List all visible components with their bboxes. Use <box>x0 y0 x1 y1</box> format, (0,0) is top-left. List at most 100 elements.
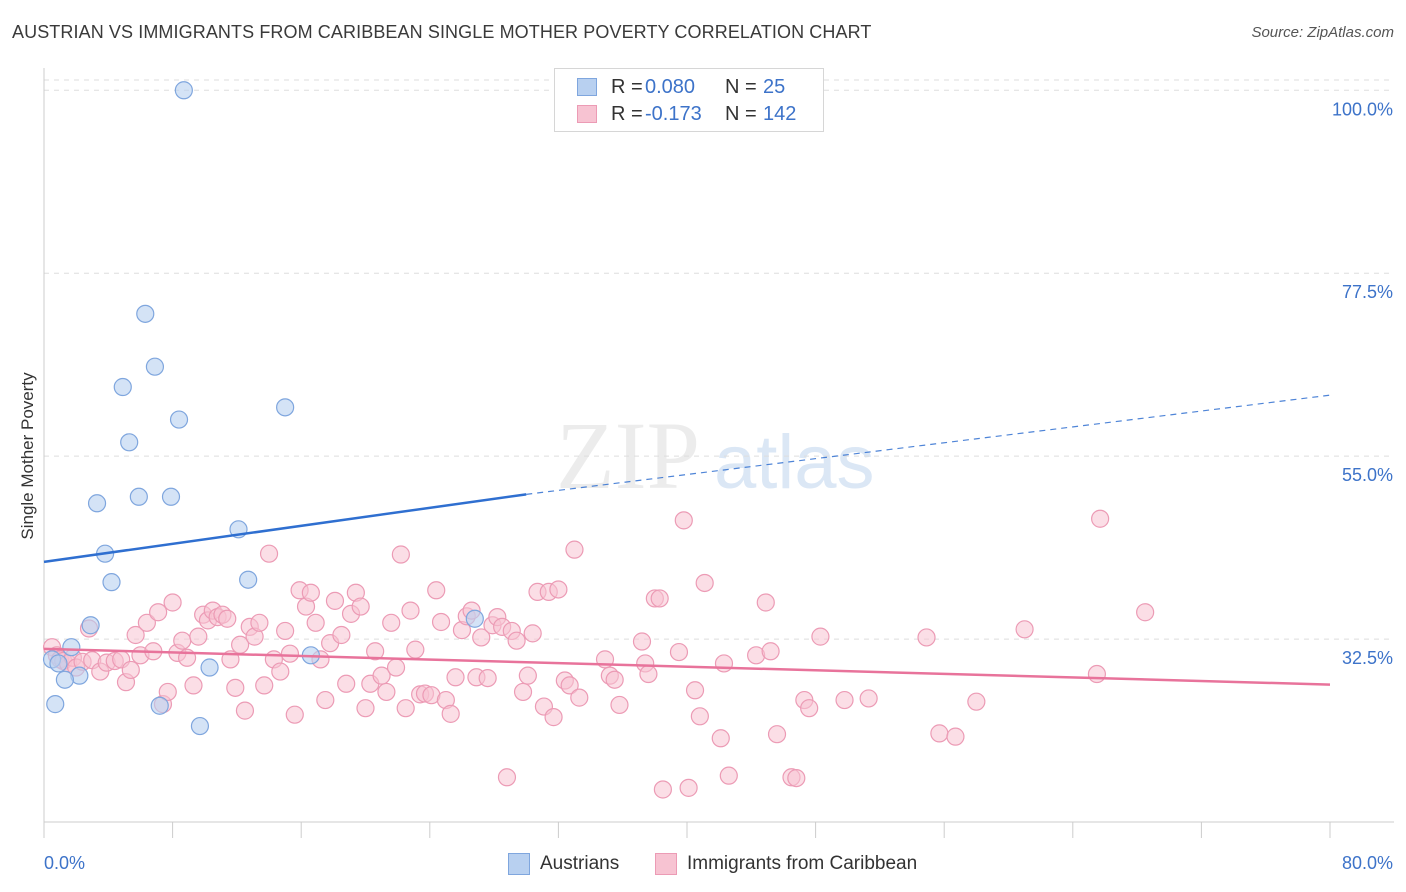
caribbean-point <box>523 624 542 643</box>
austrian-point <box>150 696 169 715</box>
austrian-point <box>239 570 258 589</box>
caribbean-point <box>1091 509 1110 528</box>
caribbean-point <box>406 640 425 659</box>
caribbean-point <box>507 631 526 650</box>
caribbean-point <box>610 695 629 715</box>
caribbean-point <box>478 668 497 688</box>
caribbean-point <box>719 766 738 785</box>
legend-n-label: N = <box>725 75 757 98</box>
caribbean-point <box>285 705 304 724</box>
austrian-point <box>190 716 210 736</box>
caribbean-point <box>259 544 279 563</box>
caribbean-point <box>173 631 192 650</box>
austrian-point <box>120 433 139 452</box>
y-axis-label: Single Mother Poverty <box>18 372 37 540</box>
caribbean-point <box>149 603 168 622</box>
caribbean-points <box>42 509 1155 799</box>
caribbean-point <box>518 666 537 685</box>
caribbean-point <box>472 628 491 647</box>
caribbean-point <box>126 625 145 645</box>
legend-swatch-austrians <box>577 78 597 96</box>
caribbean-point <box>226 678 245 697</box>
caribbean-point <box>446 668 465 687</box>
austrian-point <box>276 398 295 417</box>
caribbean-point <box>679 778 698 797</box>
caribbean-point <box>396 699 415 718</box>
caribbean-point <box>431 612 451 632</box>
legend-n-value: 25 <box>763 75 786 98</box>
caribbean-point <box>386 658 406 677</box>
caribbean-point <box>570 688 589 707</box>
caribbean-point <box>441 704 460 723</box>
caribbean-point <box>565 540 584 559</box>
caribbean-point <box>632 632 652 651</box>
watermark-atlas: atlas <box>714 420 875 505</box>
austrian-point <box>49 654 68 673</box>
caribbean-point <box>605 670 624 689</box>
caribbean-point <box>946 727 965 746</box>
caribbean-point <box>255 676 274 695</box>
caribbean-point <box>391 545 410 564</box>
watermark-zip: ZIP <box>556 402 700 509</box>
caribbean-point <box>544 708 563 727</box>
caribbean-point <box>513 682 533 702</box>
y-tick-label: 77.5% <box>1342 282 1393 302</box>
austrian-point <box>174 81 193 100</box>
caribbean-point <box>184 676 203 695</box>
caribbean-point <box>714 654 734 673</box>
caribbean-point <box>137 613 156 632</box>
austrian-point <box>113 377 132 397</box>
austrian-point <box>200 658 219 677</box>
caribbean-point <box>685 681 705 700</box>
axes <box>43 68 1394 823</box>
austrian-point <box>136 304 155 323</box>
caribbean-point <box>372 666 391 685</box>
legend-row-austrians: R = 0.080 N = 25 <box>577 74 785 100</box>
austrian-point <box>62 638 81 657</box>
caribbean-point <box>351 597 370 616</box>
caribbean-point <box>761 642 780 661</box>
caribbean-point <box>189 627 208 646</box>
caribbean-point <box>690 707 709 726</box>
caribbean-point <box>276 621 295 641</box>
caribbean-point <box>158 682 177 702</box>
legend-r-value: -0.173 <box>645 102 702 125</box>
caribbean-point <box>930 724 949 743</box>
grid-lines <box>44 79 1394 640</box>
legend-n-label: N = <box>725 102 757 125</box>
caribbean-point <box>639 664 658 684</box>
caribbean-point <box>811 627 830 646</box>
legend-n-value: 142 <box>763 102 797 125</box>
bottom-legend-caribbean: Immigrants from Caribbean <box>655 852 917 876</box>
legend-r-label: R = <box>611 102 643 125</box>
caribbean-point <box>377 682 396 702</box>
caribbean-point <box>859 689 878 708</box>
caribbean-point <box>427 581 446 600</box>
austrian-trend-line <box>43 493 527 564</box>
austrian-point <box>55 670 74 689</box>
caribbean-point <box>653 780 672 799</box>
caribbean-point <box>301 583 320 602</box>
caribbean-point <box>306 613 325 632</box>
caribbean-point <box>250 613 269 632</box>
caribbean-point <box>337 674 356 693</box>
caribbean-point <box>835 690 854 710</box>
chart-title: AUSTRIAN VS IMMIGRANTS FROM CARIBBEAN SI… <box>12 22 872 42</box>
austrian-trend-projection <box>526 394 1331 495</box>
austrian-point <box>169 410 189 429</box>
austrian-point <box>465 609 484 628</box>
caribbean-point <box>332 625 351 645</box>
x-tick-label: 0.0% <box>44 853 85 873</box>
bottom-legend-label-caribbean: Immigrants from Caribbean <box>687 853 918 874</box>
caribbean-point <box>787 768 806 788</box>
austrian-point <box>129 487 148 506</box>
caribbean-point <box>218 609 237 628</box>
caribbean-point <box>967 692 986 711</box>
legend-r-label: R = <box>611 75 643 98</box>
caribbean-point <box>280 644 300 663</box>
caribbean-point <box>401 601 420 620</box>
legend-swatch-caribbean <box>577 105 597 123</box>
caribbean-point <box>316 690 335 710</box>
caribbean-point <box>1136 603 1155 622</box>
